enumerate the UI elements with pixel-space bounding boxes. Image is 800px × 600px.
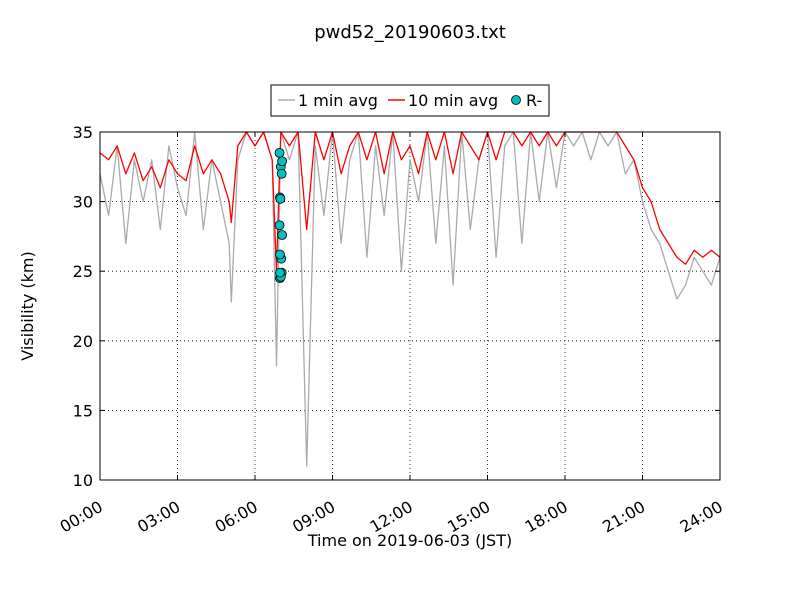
- series-r-point: [275, 267, 285, 278]
- x-tick-label: 03:00: [134, 497, 183, 537]
- series-r-point: [274, 220, 285, 231]
- x-tick-label: 00:00: [57, 497, 106, 537]
- y-axis-ticks: 10 15 20 25 30 35: [73, 123, 720, 490]
- plot-area: 00:00 03:00 06:00 09:00 12:00 15:00 18:00 21:00…: [57, 123, 726, 537]
- legend-label-1-min-avg: 1 min avg: [298, 91, 378, 110]
- series-r-point: [277, 156, 288, 167]
- x-axis-ticks: 00:00 03:00 06:00 09:00 12:00 15:00 18:00 21:00…: [57, 132, 726, 537]
- y-axis-label: Visibility (km): [18, 251, 37, 360]
- series-1-min-avg-line: [99, 131, 721, 467]
- series-r-point: [274, 147, 285, 158]
- x-axis-label: Time on 2019-06-03 (JST): [307, 531, 512, 550]
- legend-box: [270, 84, 550, 117]
- legend: 1 min avg 10 min avg R-: [270, 84, 550, 117]
- x-tick-label: 18:00: [522, 497, 571, 537]
- x-tick-label: 06:00: [212, 497, 261, 537]
- y-tick-label: 30: [73, 193, 93, 212]
- x-tick-label: 24:00: [677, 497, 726, 537]
- series-r-point: [275, 193, 286, 204]
- grid: [100, 132, 720, 480]
- y-tick-label: 15: [73, 401, 93, 420]
- legend-label-r-minus: R-: [526, 91, 542, 110]
- y-tick-label: 25: [73, 262, 93, 281]
- chart-title: pwd52_20190603.txt: [314, 22, 506, 43]
- legend-label-10-min-avg: 10 min avg: [408, 91, 498, 110]
- y-tick-label: 10: [73, 471, 93, 490]
- legend-marker-r-minus: [511, 95, 521, 105]
- series-r-point: [276, 168, 287, 179]
- x-tick-label: 21:00: [599, 497, 648, 537]
- y-tick-label: 20: [73, 332, 93, 351]
- series-r-point: [277, 230, 288, 240]
- series-r-point: [275, 249, 285, 260]
- y-tick-label: 35: [73, 123, 93, 142]
- series-layer: [99, 131, 721, 467]
